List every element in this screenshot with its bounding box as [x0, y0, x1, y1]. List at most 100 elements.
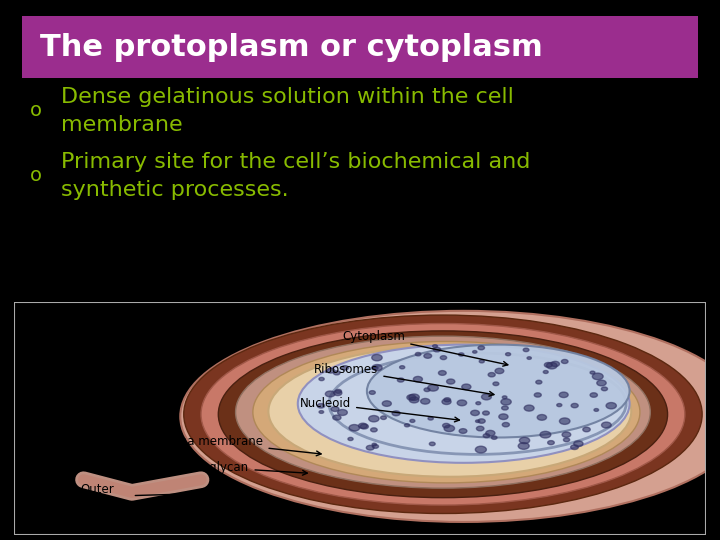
Circle shape [409, 397, 419, 403]
Circle shape [333, 390, 342, 396]
Ellipse shape [253, 341, 640, 483]
Ellipse shape [201, 323, 685, 505]
Circle shape [331, 407, 339, 411]
Circle shape [523, 348, 529, 352]
Circle shape [548, 441, 554, 444]
Circle shape [559, 418, 570, 424]
Text: Cytoplasm: Cytoplasm [343, 330, 508, 366]
Text: o: o [30, 166, 42, 185]
Circle shape [478, 346, 485, 350]
Circle shape [325, 391, 335, 397]
Circle shape [476, 402, 481, 404]
Circle shape [491, 436, 497, 440]
Text: Peptidoglycan: Peptidoglycan [166, 461, 307, 475]
Circle shape [536, 380, 542, 384]
Ellipse shape [367, 345, 629, 437]
FancyBboxPatch shape [22, 16, 698, 78]
Circle shape [606, 402, 616, 409]
Ellipse shape [180, 311, 720, 522]
Text: Outer
membrane: Outer membrane [65, 483, 238, 511]
Circle shape [457, 400, 467, 406]
Circle shape [540, 431, 551, 438]
Circle shape [472, 350, 477, 353]
Circle shape [372, 364, 382, 370]
Circle shape [444, 398, 451, 402]
Circle shape [482, 411, 490, 415]
Circle shape [381, 416, 387, 420]
Circle shape [519, 437, 530, 444]
Circle shape [400, 366, 405, 369]
Ellipse shape [218, 331, 667, 498]
Ellipse shape [184, 315, 702, 514]
Circle shape [410, 420, 415, 422]
Circle shape [524, 405, 534, 411]
Ellipse shape [235, 336, 650, 488]
Circle shape [369, 416, 379, 422]
Circle shape [571, 403, 578, 408]
Circle shape [428, 384, 438, 391]
Circle shape [327, 368, 335, 373]
Circle shape [459, 429, 467, 434]
Circle shape [551, 361, 559, 367]
Circle shape [371, 428, 377, 432]
Circle shape [433, 345, 438, 348]
Circle shape [503, 396, 507, 399]
Circle shape [424, 388, 430, 392]
Circle shape [366, 446, 374, 450]
Circle shape [446, 379, 455, 384]
Text: Dense gelatinous solution within the cell
membrane: Dense gelatinous solution within the cel… [61, 87, 514, 134]
Circle shape [429, 442, 435, 446]
Circle shape [544, 370, 548, 374]
Circle shape [424, 354, 431, 358]
Text: Capsule: Capsule [163, 515, 238, 535]
Circle shape [590, 393, 598, 397]
Circle shape [537, 415, 546, 420]
Circle shape [338, 409, 347, 415]
Ellipse shape [298, 345, 629, 463]
Circle shape [349, 424, 359, 431]
Circle shape [475, 446, 487, 453]
Circle shape [488, 373, 495, 377]
Circle shape [415, 353, 421, 356]
Circle shape [382, 401, 392, 406]
Circle shape [333, 371, 340, 375]
Circle shape [480, 360, 485, 363]
Circle shape [478, 419, 485, 423]
Circle shape [405, 424, 410, 427]
Circle shape [360, 424, 369, 429]
Circle shape [319, 377, 324, 381]
Circle shape [413, 376, 423, 382]
Circle shape [407, 395, 415, 400]
Circle shape [319, 410, 324, 414]
Circle shape [559, 392, 568, 397]
Circle shape [444, 425, 454, 431]
Circle shape [438, 370, 446, 375]
Circle shape [495, 368, 504, 374]
Circle shape [333, 415, 341, 420]
Circle shape [593, 373, 603, 380]
Text: Plasma membrane: Plasma membrane [153, 435, 321, 456]
Circle shape [372, 444, 379, 448]
Circle shape [459, 353, 464, 356]
Text: Nucleoid: Nucleoid [300, 397, 459, 422]
Circle shape [372, 354, 382, 361]
Circle shape [527, 357, 531, 360]
Circle shape [409, 394, 419, 401]
Circle shape [601, 422, 611, 428]
Circle shape [594, 409, 598, 411]
Circle shape [348, 437, 353, 441]
Circle shape [502, 406, 508, 410]
Circle shape [546, 362, 557, 369]
Circle shape [582, 427, 590, 432]
Circle shape [493, 382, 499, 386]
Circle shape [397, 378, 404, 382]
Circle shape [462, 384, 471, 390]
Circle shape [590, 371, 595, 374]
Circle shape [557, 403, 562, 407]
Circle shape [562, 432, 571, 437]
Circle shape [471, 410, 480, 416]
Circle shape [443, 423, 450, 428]
Circle shape [359, 423, 367, 429]
Circle shape [335, 389, 341, 393]
Circle shape [442, 399, 451, 404]
